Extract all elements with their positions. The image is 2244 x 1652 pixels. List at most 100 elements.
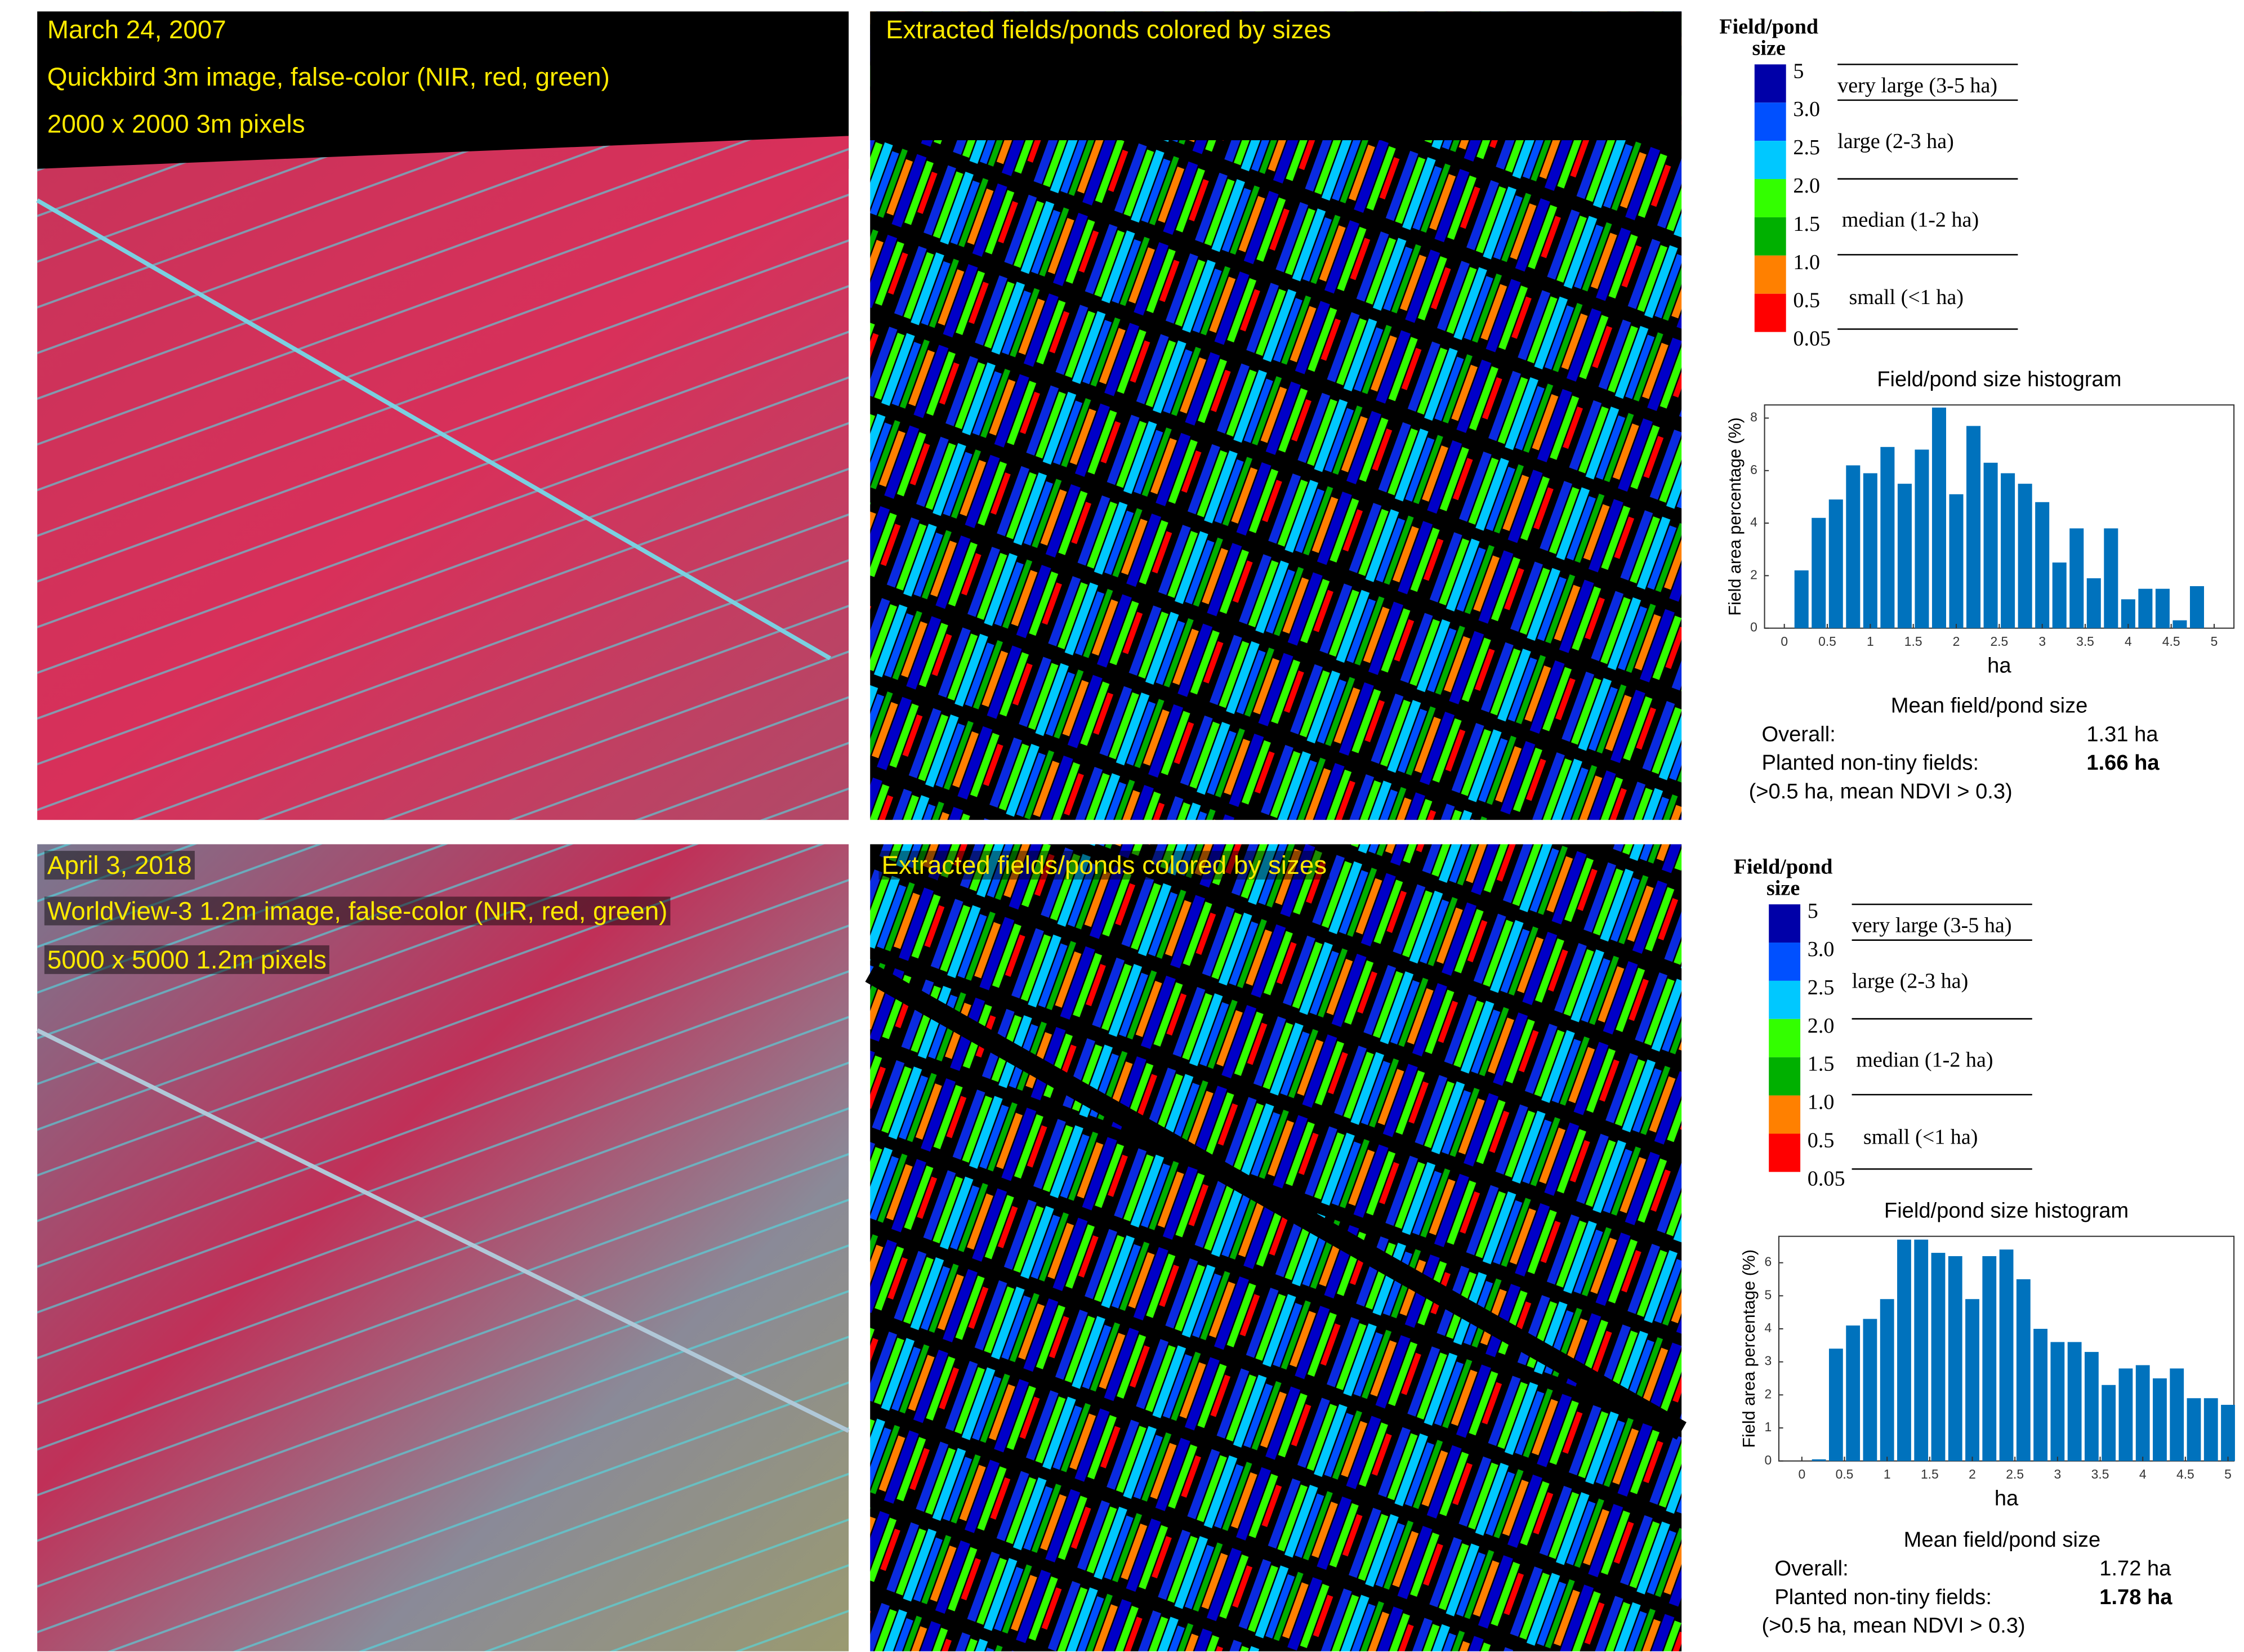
x-tick-label: 1 bbox=[1867, 634, 1874, 649]
bar bbox=[1812, 1459, 1826, 1461]
y-tick-label: 3 bbox=[1765, 1354, 1772, 1368]
bar bbox=[1966, 426, 1980, 628]
bar bbox=[2053, 562, 2067, 628]
colorbar-segment bbox=[1755, 179, 1786, 217]
bar bbox=[2050, 1342, 2064, 1461]
x-tick-label: 2.5 bbox=[1990, 634, 2008, 649]
legend-class: large (2-3 ha) bbox=[1837, 130, 1954, 153]
bar bbox=[2204, 1398, 2218, 1461]
bar bbox=[1965, 1299, 1979, 1461]
bar bbox=[1932, 408, 1946, 628]
image-label: March 24, 2007 bbox=[47, 15, 226, 44]
summary-note: (>0.5 ha, mean NDVI > 0.3) bbox=[1761, 1614, 2025, 1638]
bar bbox=[1863, 1319, 1877, 1461]
x-tick-label: 0 bbox=[1781, 634, 1788, 649]
colorbar-segment bbox=[1755, 64, 1786, 102]
legend-class: small (<1 ha) bbox=[1849, 285, 1964, 309]
colorbar-tick: 3.0 bbox=[1808, 937, 1835, 961]
y-tick-label: 2 bbox=[1765, 1386, 1772, 1401]
summary-label: Overall: bbox=[1761, 722, 1835, 746]
x-tick-label: 0.5 bbox=[1818, 634, 1836, 649]
y-tick-label: 2 bbox=[1750, 567, 1757, 582]
colorbar-segment bbox=[1769, 1057, 1800, 1096]
x-tick-label: 4 bbox=[2139, 1467, 2147, 1481]
legend-class: small (<1 ha) bbox=[1863, 1126, 1978, 1149]
x-tick-label: 2 bbox=[1953, 634, 1960, 649]
bar bbox=[2102, 1385, 2116, 1461]
summary-title: Mean field/pond size bbox=[1904, 1528, 2101, 1552]
summary-note: (>0.5 ha, mean NDVI > 0.3) bbox=[1749, 779, 2013, 803]
bar bbox=[1812, 518, 1826, 628]
bar bbox=[2033, 1329, 2047, 1461]
colorbar-tick: 0.5 bbox=[1808, 1128, 1835, 1152]
colorbar-segment bbox=[1769, 904, 1800, 943]
legend-class: median (1-2 ha) bbox=[1856, 1048, 1993, 1071]
colorbar-tick: 0.5 bbox=[1793, 289, 1820, 312]
bar bbox=[1846, 465, 1860, 628]
bar bbox=[2172, 620, 2187, 628]
bar bbox=[1948, 1256, 1962, 1461]
bar bbox=[2035, 502, 2049, 628]
summary-title: Mean field/pond size bbox=[1891, 693, 2088, 717]
x-tick-label: 3 bbox=[2038, 634, 2046, 649]
colorbar-segment bbox=[1755, 217, 1786, 256]
x-tick-label: 3 bbox=[2054, 1467, 2062, 1481]
bar bbox=[2153, 1378, 2167, 1461]
legend-title: size bbox=[1752, 37, 1786, 60]
bar bbox=[1931, 1253, 1946, 1461]
x-tick-label: 4 bbox=[2125, 634, 2132, 649]
image-label: 2000 x 2000 3m pixels bbox=[47, 110, 305, 139]
colorbar-segment bbox=[1769, 1133, 1800, 1172]
bar bbox=[1984, 463, 1998, 628]
x-tick-label: 5 bbox=[2211, 634, 2218, 649]
map-title: Extracted fields/ponds colored by sizes bbox=[882, 851, 1327, 879]
colorbar-tick: 2.0 bbox=[1808, 1014, 1835, 1038]
x-axis-label: ha bbox=[1995, 1486, 2019, 1510]
bar bbox=[1795, 570, 1809, 628]
colorbar-tick: 0.05 bbox=[1808, 1167, 1845, 1190]
colorbar-tick: 3.0 bbox=[1793, 97, 1820, 121]
bar bbox=[1898, 484, 1912, 628]
summary-value: 1.72 ha bbox=[2099, 1556, 2171, 1580]
colorbar-segment bbox=[1755, 102, 1786, 141]
colorbar-segment bbox=[1755, 294, 1786, 332]
colorbar-segment bbox=[1769, 1096, 1800, 1134]
bar bbox=[1897, 1240, 1911, 1461]
colorbar-tick: 2.0 bbox=[1793, 174, 1820, 198]
image-label: April 3, 2018 bbox=[47, 851, 192, 879]
bar bbox=[1880, 447, 1894, 628]
image-label: WorldView-3 1.2m image, false-color (NIR… bbox=[47, 896, 667, 925]
legend-title: Field/pond bbox=[1719, 15, 1818, 39]
bar bbox=[2221, 1405, 2235, 1461]
colorbar-tick: 2.5 bbox=[1793, 136, 1820, 159]
map-title: Extracted fields/ponds colored by sizes bbox=[886, 15, 1331, 44]
figure: March 24, 2007 Quickbird 3m image, false-… bbox=[0, 0, 2244, 1652]
legend-class: median (1-2 ha) bbox=[1842, 208, 1979, 232]
x-tick-label: 3.5 bbox=[2091, 1467, 2109, 1481]
chart-title: Field/pond size histogram bbox=[1884, 1199, 2129, 1223]
legend-class: very large (3-5 ha) bbox=[1837, 74, 1997, 97]
y-tick-label: 6 bbox=[1750, 462, 1757, 477]
y-tick-label: 5 bbox=[1765, 1287, 1772, 1302]
y-tick-label: 0 bbox=[1765, 1453, 1772, 1467]
x-tick-label: 1 bbox=[1884, 1467, 1891, 1481]
colorbar-tick: 5 bbox=[1793, 59, 1804, 83]
bar bbox=[2156, 589, 2170, 628]
colorbar-tick: 1.5 bbox=[1793, 212, 1820, 236]
summary-label: Planted non-tiny fields: bbox=[1761, 751, 1979, 775]
summary-value: 1.78 ha bbox=[2099, 1585, 2172, 1609]
y-tick-label: 4 bbox=[1765, 1320, 1772, 1335]
bar bbox=[2121, 599, 2135, 628]
bar bbox=[2190, 586, 2204, 628]
bar bbox=[1915, 449, 1929, 628]
x-tick-label: 4.5 bbox=[2162, 634, 2180, 649]
bar bbox=[2068, 1342, 2082, 1461]
bar bbox=[2138, 589, 2152, 628]
bar bbox=[1880, 1299, 1894, 1461]
x-tick-label: 5 bbox=[2224, 1467, 2232, 1481]
colorbar-tick: 2.5 bbox=[1808, 976, 1835, 999]
y-tick-label: 8 bbox=[1750, 410, 1757, 425]
image-label: Quickbird 3m image, false-color (NIR, re… bbox=[47, 62, 610, 91]
bar bbox=[2187, 1398, 2201, 1461]
bar bbox=[2136, 1365, 2150, 1461]
